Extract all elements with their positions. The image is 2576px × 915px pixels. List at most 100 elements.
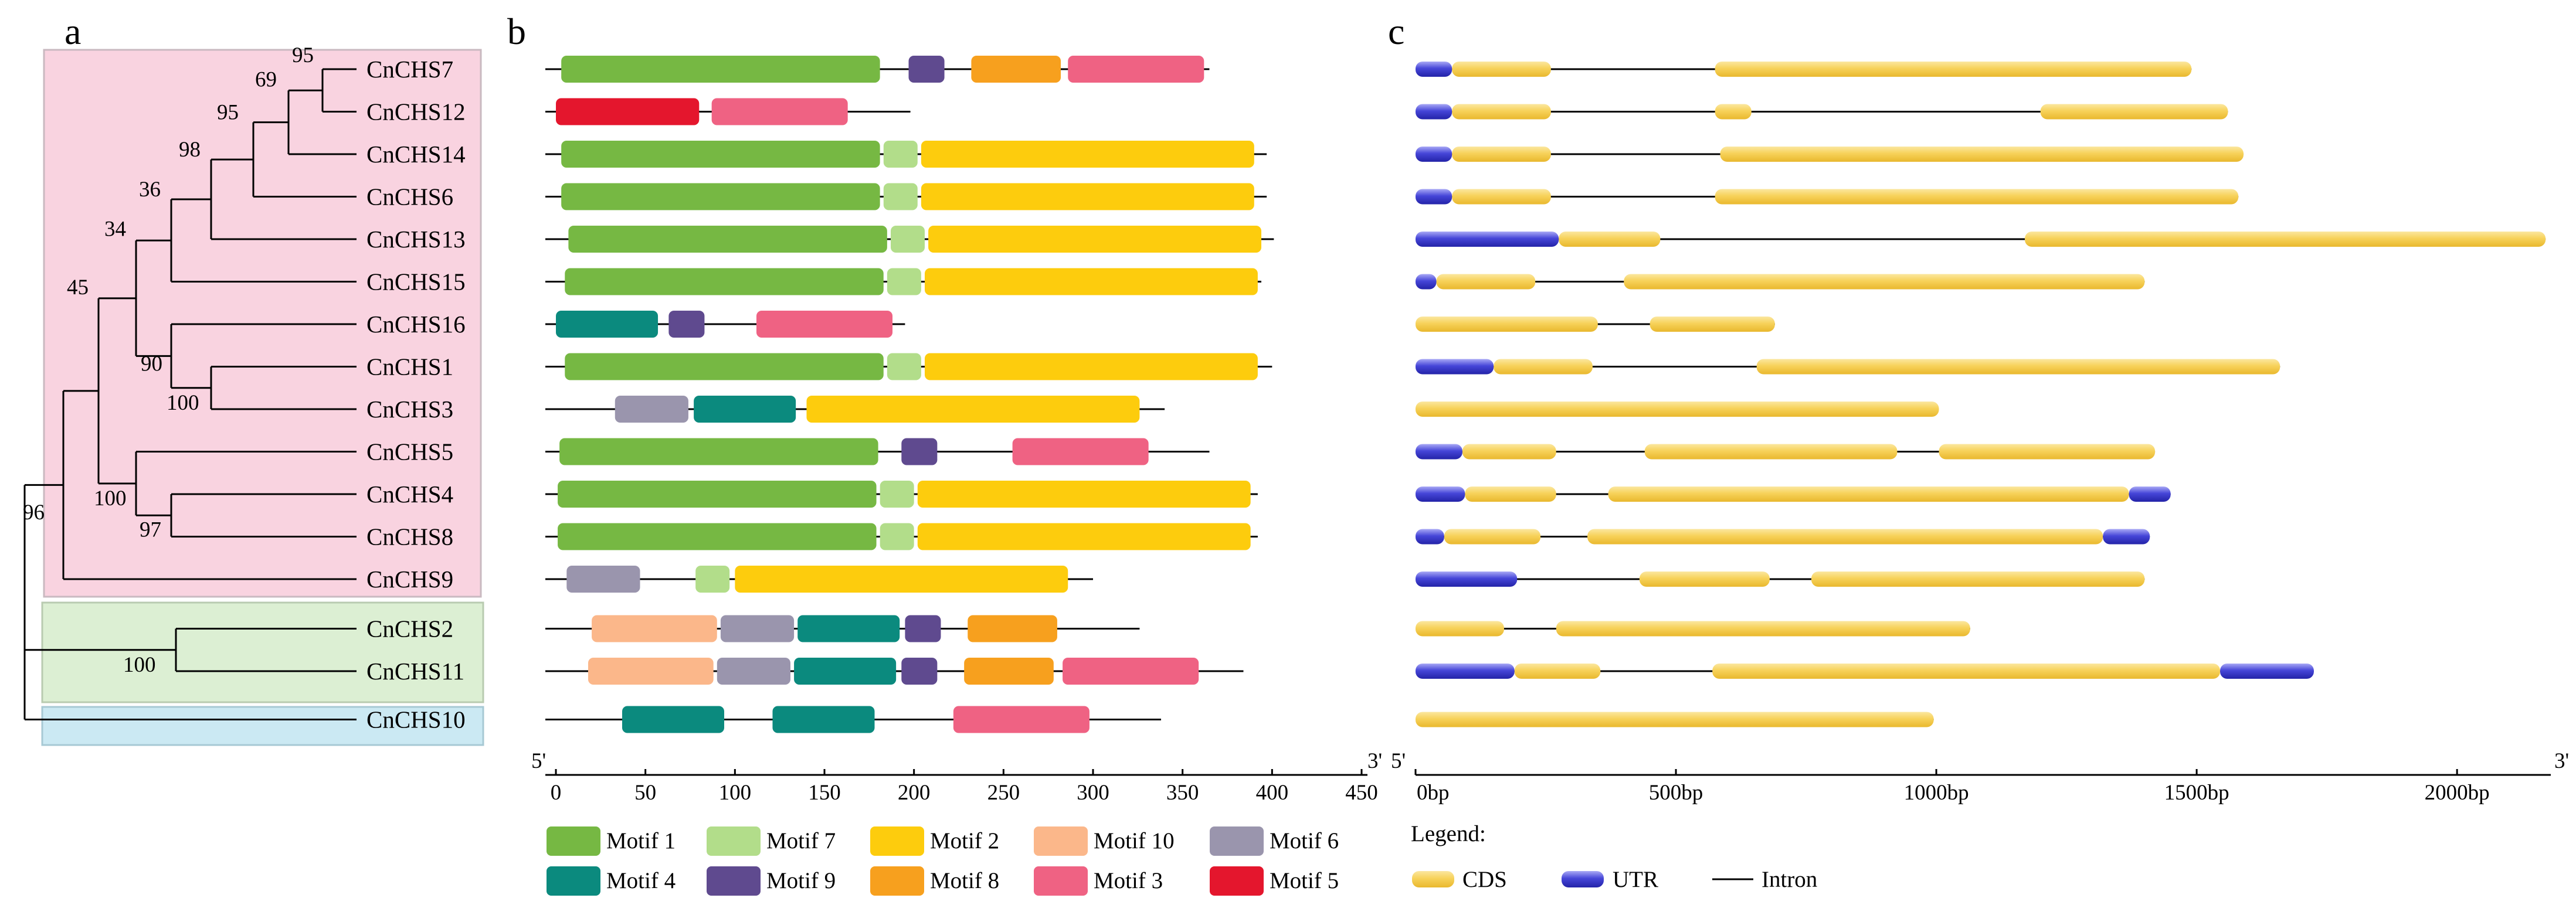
gene-axis-tick-label: 500bp [1649,781,1703,805]
motif-axis-tick-label: 350 [1166,781,1199,805]
cds-block [1939,444,2156,460]
motif-axis-tick-label: 300 [1077,781,1109,805]
cds-block [1444,529,1541,545]
tree-label: CnCHS15 [366,268,466,295]
motif-legend-swatch [870,866,924,896]
motif-block [561,183,880,210]
utr-block [2103,529,2150,545]
motif-block [908,56,945,83]
motif-legend-swatch [1034,866,1088,896]
cds-block [1452,62,1551,77]
utr-block [1416,104,1452,120]
gene-5prime-label: 5' [1391,749,1406,773]
motif-legend-label: Motif 1 [606,828,676,853]
motif-block [883,141,918,168]
motif-block [559,438,878,465]
motif-block [964,658,1054,685]
cds-block [1494,359,1593,375]
motif-block [928,226,1262,253]
motif-block [917,523,1251,550]
motif-axis-tick-label: 400 [1256,781,1289,805]
cds-block [2040,104,2228,120]
motif-block [695,566,730,593]
bootstrap-value: 100 [123,653,156,677]
bootstrap-value: 90 [141,352,162,376]
panel-label-c: c [1388,11,1404,52]
motif-block [887,268,921,295]
cds-block [1644,444,1898,460]
tree-label: CnCHS16 [366,311,466,338]
motif-block [901,438,938,465]
motif-block [694,396,796,423]
group-2-background [41,601,484,703]
motif-block [883,183,918,210]
motif-axis-tick-label: 250 [987,781,1020,805]
bootstrap-value: 69 [255,67,277,91]
utr-block [1416,572,1518,587]
motif-block [588,658,714,685]
utr-block [2129,487,2171,502]
phylogenetic-tree: CnCHS7 CnCHS12 CnCHS14 CnCHS6 CnCHS13 CnCHS15… [23,43,484,746]
tree-label: CnCHS4 [366,481,453,508]
intron-legend-label: Intron [1762,867,1817,892]
cds-block [1416,621,1504,637]
gene-structure-legend: Legend: CDS UTR Intron [1411,821,1817,892]
motif-legend-swatch [1034,826,1088,856]
utr-legend-label: UTR [1613,867,1658,892]
motif-block [905,615,941,642]
tree-branches [23,68,357,720]
cds-block [1715,104,1752,120]
cds-block [1416,712,1934,727]
motif-axis-tick-label: 50 [634,781,656,805]
tree-label: CnCHS6 [366,183,453,210]
motif-block [1068,56,1204,83]
motif-axis: 0 50 100 150 200 250 300 350 400 450 5' 3' [531,749,1382,805]
motif-block [668,311,705,338]
cds-block [1608,487,2129,502]
bootstrap-value: 97 [140,518,161,542]
cds-block [1416,402,1939,417]
motif-block [615,396,688,423]
motif-block [592,615,717,642]
motif-block [720,615,795,642]
motif-block [558,523,877,550]
motif-block [921,141,1254,168]
motif-legend-label: Motif 10 [1094,828,1175,853]
tree-label: CnCHS12 [366,98,466,125]
utr-block [1416,62,1452,77]
tree-label: CnCHS3 [366,396,453,423]
tree-label: CnCHS5 [366,438,453,465]
utr-legend-swatch [1562,871,1604,887]
cds-block [1436,274,1536,290]
bootstrap-value: 95 [292,43,314,67]
motif-legend-swatch [707,866,761,896]
motif-legend-swatch [1210,826,1264,856]
gene-structure-axis: 0bp 500bp 1000bp 1500bp 2000bp 5' 3' [1391,749,2569,805]
motif-legend-label: Motif 4 [606,868,676,893]
motif-legend-label: Motif 3 [1094,868,1163,893]
gene-axis-tick-label: 0bp [1417,781,1450,805]
cds-block [1715,62,2192,77]
cds-block [1587,529,2103,545]
cds-block [1712,664,2221,679]
cds-block [1462,444,1556,460]
motif-block [565,353,884,380]
utr-block [1416,359,1494,375]
bootstrap-value: 95 [217,101,239,125]
motif-legend-label: Motif 2 [930,828,999,853]
panel-label-b: b [507,11,526,52]
motif-block [968,615,1057,642]
tree-tip-labels: CnCHS7 CnCHS12 CnCHS14 CnCHS6 CnCHS13 CnCHS15… [366,56,466,733]
cds-block [1452,189,1551,205]
motif-block [561,56,880,83]
motif-rows [545,56,1274,733]
motif-legend-swatch [547,866,600,896]
motif-block [880,523,914,550]
motif-block [901,658,938,685]
motif-block [953,706,1090,733]
motif-block [890,226,925,253]
gene-axis-tick-label: 1500bp [2164,781,2229,805]
motif-legend-swatch [1210,866,1264,896]
motif-legend-label: Motif 6 [1270,828,1339,853]
motif-block [558,481,877,508]
